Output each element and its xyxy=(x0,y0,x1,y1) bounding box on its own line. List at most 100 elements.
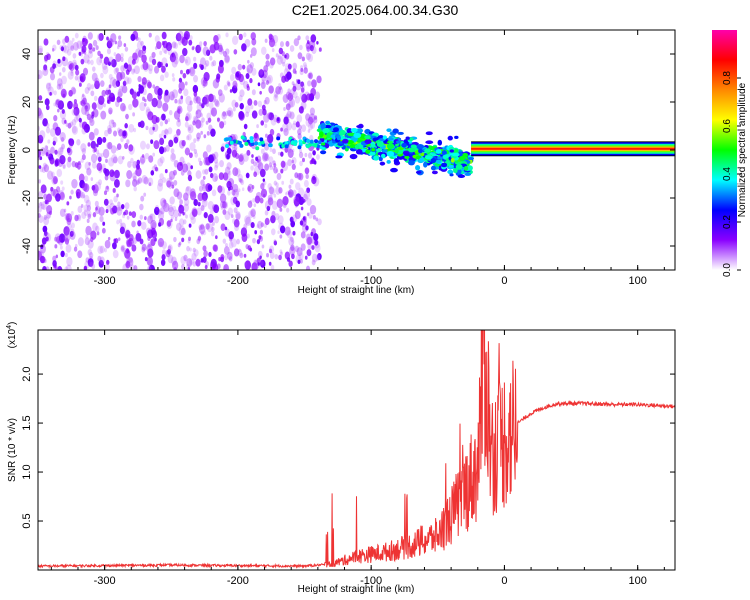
noise-speck xyxy=(184,81,188,86)
noise-speck xyxy=(81,105,88,116)
noise-speck xyxy=(106,99,110,104)
noise-speck xyxy=(306,40,310,45)
noise-speck xyxy=(173,42,179,49)
noise-speck xyxy=(251,67,257,76)
noise-speck xyxy=(74,32,79,39)
noise-speck xyxy=(271,200,278,210)
noise-speck xyxy=(273,239,277,245)
noise-speck xyxy=(255,158,262,168)
snr-y-ticks: 0.5 1.0 1.5 2.0 xyxy=(21,366,675,529)
noise-speck xyxy=(61,109,65,114)
noise-speck xyxy=(271,48,275,53)
noise-speck xyxy=(93,128,99,136)
noise-speck xyxy=(116,143,122,151)
noise-speck xyxy=(120,65,125,72)
noise-speck xyxy=(263,180,267,186)
noise-speck xyxy=(223,172,227,177)
noise-speck xyxy=(97,156,102,162)
noise-speck xyxy=(111,59,117,68)
tone-speck xyxy=(250,142,255,147)
noise-speck xyxy=(299,258,303,264)
noise-speck xyxy=(245,72,250,79)
x-tick-label: 0 xyxy=(501,575,507,587)
noise-speck xyxy=(57,266,63,270)
noise-speck xyxy=(212,60,217,67)
tone-speck xyxy=(298,139,303,144)
noise-speck xyxy=(78,117,82,123)
x-tick-label: -300 xyxy=(94,275,116,287)
noise-speck xyxy=(211,226,215,232)
noise-speck xyxy=(77,237,84,247)
noise-speck xyxy=(205,63,208,67)
noise-speck xyxy=(94,205,101,215)
noise-speck xyxy=(206,112,212,120)
noise-speck xyxy=(38,250,43,261)
noise-speck xyxy=(119,222,123,228)
noise-speck xyxy=(276,55,283,65)
noise-speck xyxy=(283,116,289,125)
noise-speck xyxy=(301,124,307,133)
noise-speck xyxy=(60,250,65,258)
noise-speck xyxy=(141,221,147,230)
noise-speck xyxy=(258,68,264,76)
noise-speck xyxy=(52,176,58,185)
noise-speck xyxy=(139,203,144,211)
noise-speck xyxy=(224,55,230,64)
noise-speck xyxy=(160,197,167,208)
noise-speck xyxy=(215,235,218,240)
noise-speck xyxy=(291,156,297,165)
noise-speck xyxy=(88,116,94,123)
noise-speck xyxy=(246,85,250,91)
noise-speck xyxy=(113,178,120,188)
noise-speck xyxy=(165,145,170,152)
noise-speck xyxy=(135,232,142,242)
noise-speck xyxy=(194,152,199,158)
noise-speck xyxy=(84,105,88,110)
noise-speck xyxy=(311,245,315,250)
noise-speck xyxy=(203,65,207,70)
noise-speck xyxy=(178,212,182,217)
noise-speck xyxy=(179,54,185,64)
noise-speck xyxy=(164,71,169,78)
noise-speck xyxy=(197,201,201,207)
noise-speck xyxy=(159,137,165,146)
noise-speck xyxy=(267,197,274,206)
noise-speck xyxy=(166,180,172,188)
noise-speck xyxy=(181,237,185,243)
colorbar-gradient xyxy=(712,30,737,270)
colorbar-tick-label: 0.0 xyxy=(722,263,733,277)
tone-speck xyxy=(260,140,265,145)
noise-speck xyxy=(185,116,189,122)
noise-speck xyxy=(57,147,64,156)
noise-speck xyxy=(202,183,208,192)
noise-speck xyxy=(159,50,163,56)
noise-speck xyxy=(233,218,240,228)
noise-speck xyxy=(47,86,54,96)
noise-speck xyxy=(290,220,296,228)
noise-speck xyxy=(200,57,206,67)
noise-speck xyxy=(305,225,309,231)
noise-speck xyxy=(243,223,248,230)
noise-speck xyxy=(137,49,144,58)
noise-speck xyxy=(180,95,184,100)
noise-speck xyxy=(246,68,250,73)
noise-speck xyxy=(209,44,216,54)
noise-speck xyxy=(58,83,64,90)
tone-speck xyxy=(386,150,395,157)
noise-speck xyxy=(95,45,99,51)
noise-speck xyxy=(159,121,164,127)
noise-speck xyxy=(133,186,137,192)
noise-speck xyxy=(47,139,51,144)
noise-speck xyxy=(38,213,41,218)
noise-speck xyxy=(240,179,245,186)
tone-speck xyxy=(284,141,289,146)
noise-speck xyxy=(100,152,104,158)
noise-speck xyxy=(147,242,152,248)
noise-speck xyxy=(256,155,262,163)
noise-speck xyxy=(80,99,86,107)
noise-speck xyxy=(231,35,239,46)
noise-speck xyxy=(312,81,316,88)
noise-speck xyxy=(273,180,278,186)
noise-speck xyxy=(162,177,167,183)
noise-speck xyxy=(272,148,276,155)
